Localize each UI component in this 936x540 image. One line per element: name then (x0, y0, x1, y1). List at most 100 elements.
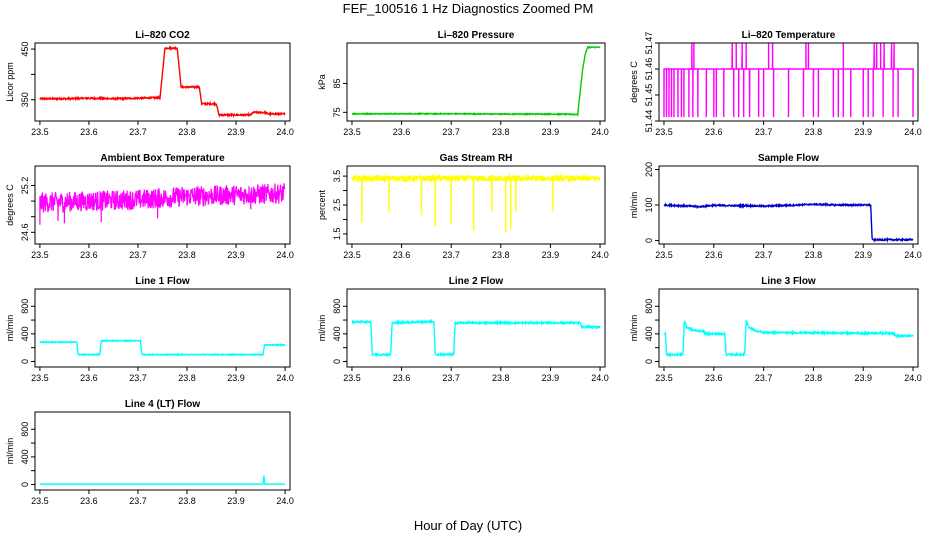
panel-title: Li–820 Temperature (742, 30, 836, 41)
series-line (663, 201, 914, 244)
x-tick-label: 23.6 (80, 127, 98, 137)
x-tick-label: 23.6 (393, 127, 411, 137)
x-tick-label: 23.8 (178, 496, 196, 506)
panel-8: Line 2 Flow 23.5 23.6 23.7 23.8 23.9 24.0 0 400 8… (317, 276, 609, 383)
y-tick-label: 0 (644, 359, 654, 364)
panel-title: Line 2 Flow (449, 276, 504, 287)
series-line (663, 43, 914, 118)
plot-box (34, 165, 291, 245)
y-axis-label: ml/min (5, 438, 15, 465)
panel-5: Gas Stream RH 23.5 23.6 23.7 23.8 23.9 24.0 1.5… (317, 153, 609, 260)
x-tick-label: 23.9 (542, 373, 560, 383)
x-tick-label: 23.8 (805, 127, 823, 137)
x-tick-label: 23.9 (227, 250, 245, 260)
y-tick-label: 2.5 (332, 199, 342, 212)
series (39, 45, 286, 119)
x-tick-label: 23.6 (705, 250, 723, 260)
x-tick-label: 23.8 (178, 373, 196, 383)
x-tick-label: 24.0 (904, 250, 922, 260)
x-tick-label: 23.8 (178, 127, 196, 137)
x-tick-label: 23.9 (227, 496, 245, 506)
y-axis-label: Licor ppm (5, 62, 15, 102)
y-axis-label: ml/min (629, 192, 639, 219)
x-tick-label: 23.8 (492, 373, 510, 383)
plot-box (34, 42, 291, 122)
x-tick-label: 23.9 (227, 373, 245, 383)
series (39, 475, 286, 486)
x-tick-label: 23.7 (442, 127, 460, 137)
x-tick-label: 23.8 (178, 250, 196, 260)
y-tick-label: 400 (644, 326, 654, 341)
x-tick-label: 23.5 (343, 373, 361, 383)
y-tick-label: 25.2 (20, 177, 30, 195)
x-tick-label: 23.8 (492, 250, 510, 260)
x-tick-label: 23.6 (80, 496, 98, 506)
y-axis-label: kPa (317, 74, 327, 90)
x-tick-label: 23.5 (31, 496, 49, 506)
y-axis-label: ml/min (629, 315, 639, 342)
x-tick-label: 23.9 (542, 250, 560, 260)
series (351, 172, 601, 233)
y-tick-label: 0 (644, 238, 654, 243)
panel-title: Line 1 Flow (135, 276, 190, 287)
x-tick-label: 24.0 (904, 373, 922, 383)
plot-box (346, 288, 606, 368)
x-tick-label: 23.5 (31, 250, 49, 260)
x-tick-label: 23.9 (854, 373, 872, 383)
series (39, 183, 286, 225)
series-line (39, 183, 286, 225)
panel-4: Ambient Box Temperature 23.5 23.6 23.7 23.8 2… (5, 153, 294, 260)
panel-title: Li–820 Pressure (438, 30, 515, 41)
x-tick-label: 23.9 (227, 127, 245, 137)
y-axis-label: ml/min (5, 315, 15, 342)
panel-title: Ambient Box Temperature (100, 153, 225, 164)
panel-6: Sample Flow 23.5 23.6 23.7 23.8 23.9 24.0 0 100 2… (629, 153, 922, 260)
x-tick-label: 23.9 (542, 127, 560, 137)
x-tick-label: 23.5 (655, 373, 673, 383)
x-tick-label: 24.0 (276, 127, 294, 137)
series (663, 43, 914, 118)
x-tick-label: 23.8 (805, 373, 823, 383)
y-tick-label: 85 (332, 78, 342, 88)
y-tick-label: 400 (20, 326, 30, 341)
y-tick-label: 51.44 (644, 110, 654, 133)
series-line (39, 45, 286, 119)
y-tick-label: 24.6 (20, 224, 30, 242)
x-tick-label: 23.5 (343, 127, 361, 137)
y-tick-label: 450 (20, 42, 30, 57)
y-axis-label: percent (317, 189, 327, 220)
panel-title: Gas Stream RH (440, 153, 513, 164)
y-tick-label: 0 (332, 359, 342, 364)
y-tick-label: 400 (20, 449, 30, 464)
plot-box (658, 288, 919, 368)
panel-9: Line 3 Flow 23.5 23.6 23.7 23.8 23.9 24.0 0 400 8… (629, 276, 922, 383)
x-tick-label: 23.6 (80, 373, 98, 383)
y-tick-label: 51.45 (644, 84, 654, 107)
x-tick-label: 23.7 (129, 373, 147, 383)
y-tick-label: 0 (20, 359, 30, 364)
x-tick-label: 23.6 (705, 373, 723, 383)
y-tick-label: 350 (20, 92, 30, 107)
panel-10: Line 4 (LT) Flow 23.5 23.6 23.7 23.8 23.9 24.0… (5, 399, 294, 506)
panel-7: Line 1 Flow 23.5 23.6 23.7 23.8 23.9 24.0 0 400 8… (5, 276, 294, 383)
x-tick-label: 24.0 (276, 496, 294, 506)
x-tick-label: 23.6 (393, 373, 411, 383)
x-tick-label: 23.7 (755, 127, 773, 137)
plot-box (346, 42, 606, 122)
y-axis-label: degrees C (629, 61, 639, 103)
panel-title: Line 4 (LT) Flow (125, 399, 201, 410)
series-line (351, 172, 601, 233)
y-tick-label: 200 (644, 162, 654, 177)
x-tick-label: 23.8 (805, 250, 823, 260)
series-line (39, 338, 286, 357)
plot-box (34, 288, 291, 368)
y-tick-label: 3.5 (332, 170, 342, 183)
y-tick-label: 51.46 (644, 58, 654, 81)
panel-1: Li–820 CO2 23.5 23.6 23.7 23.8 23.9 24.0 350 450… (5, 30, 294, 137)
panel-title: Li–820 CO2 (135, 30, 190, 41)
x-tick-label: 24.0 (591, 250, 609, 260)
x-axis-title: Hour of Day (UTC) (413, 518, 523, 533)
x-tick-label: 23.7 (129, 496, 147, 506)
